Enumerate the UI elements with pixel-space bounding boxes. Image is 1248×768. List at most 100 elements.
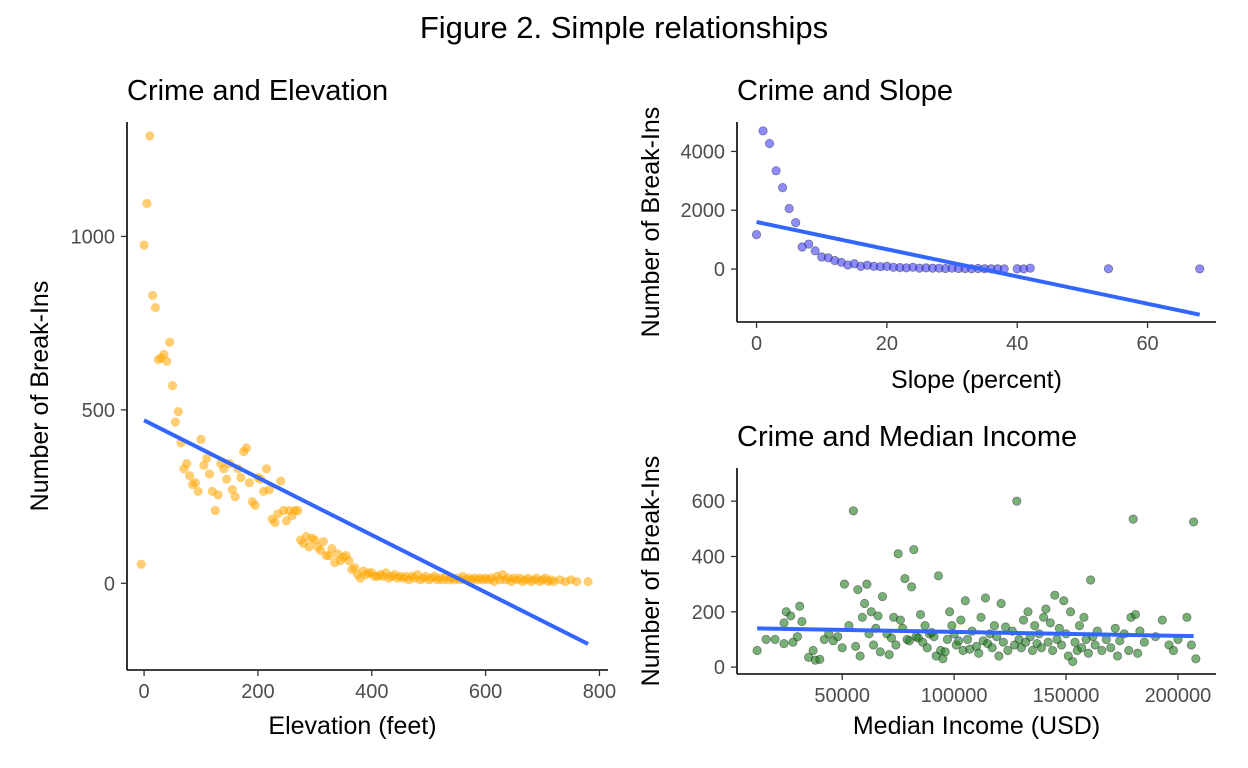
data-point xyxy=(227,485,237,495)
y-axis-label: Number of Break-Ins xyxy=(637,107,665,338)
data-point xyxy=(810,246,820,256)
data-point xyxy=(859,598,870,609)
data-point xyxy=(196,434,206,444)
data-point xyxy=(994,651,1004,661)
data-point xyxy=(1003,645,1013,656)
trend-line xyxy=(143,418,589,646)
y-tick-label: 0 xyxy=(714,259,725,281)
data-point xyxy=(244,478,254,488)
data-point xyxy=(136,559,146,569)
data-point xyxy=(933,571,944,581)
data-point xyxy=(895,615,905,625)
data-point xyxy=(987,643,997,653)
data-point xyxy=(1079,612,1089,622)
data-point xyxy=(583,576,593,587)
data-point xyxy=(1186,640,1196,650)
data-point xyxy=(572,576,582,587)
x-tick-label: 200 xyxy=(241,681,274,703)
data-point xyxy=(350,563,360,573)
data-point xyxy=(210,505,220,516)
figure-title: Figure 2. Simple relationships xyxy=(419,10,829,45)
data-point xyxy=(758,126,768,136)
data-point xyxy=(915,609,926,620)
data-point xyxy=(1074,621,1085,631)
data-point xyxy=(1077,643,1087,653)
x-tick-label: 40 xyxy=(1006,333,1028,355)
data-point xyxy=(945,607,955,617)
y-tick-label: 600 xyxy=(692,491,725,513)
data-point xyxy=(270,517,280,528)
data-point xyxy=(886,633,897,643)
chart-panel-1: Crime and Elevation 0 200 400 600 800 0 500 1000… xyxy=(26,75,616,740)
data-point xyxy=(293,505,303,516)
data-point xyxy=(1139,637,1149,647)
data-point xyxy=(1110,623,1120,633)
y-tick-label: 1000 xyxy=(71,226,116,248)
y-tick-label: 4000 xyxy=(681,141,726,163)
data-point xyxy=(1086,575,1096,585)
data-point xyxy=(960,596,970,606)
data-point xyxy=(1083,648,1094,658)
data-point xyxy=(751,230,762,240)
data-point xyxy=(884,650,894,660)
data-point xyxy=(1191,654,1201,664)
data-point xyxy=(929,632,939,642)
chart-title: Crime and Slope xyxy=(737,75,953,107)
data-point xyxy=(998,637,1008,647)
data-point xyxy=(956,615,966,625)
data-point xyxy=(199,460,209,470)
data-point xyxy=(771,166,781,176)
data-point xyxy=(1157,615,1167,625)
data-point xyxy=(797,616,807,627)
data-point xyxy=(808,645,818,656)
data-point xyxy=(839,579,850,589)
data-point xyxy=(779,638,789,649)
data-point xyxy=(222,474,232,484)
data-point xyxy=(318,537,328,547)
data-point xyxy=(213,490,223,500)
x-axis-label: Median Income (USD) xyxy=(853,712,1100,740)
x-tick-label: 400 xyxy=(355,681,388,703)
data-point xyxy=(1059,596,1069,606)
data-point xyxy=(165,337,175,347)
data-point xyxy=(250,500,260,510)
data-point xyxy=(779,618,789,628)
data-point xyxy=(989,621,1000,631)
data-point xyxy=(778,182,788,193)
data-point xyxy=(1097,645,1107,656)
data-point xyxy=(920,621,930,631)
data-point xyxy=(190,478,200,488)
data-point xyxy=(770,634,780,645)
y-axis-label: Number of Break-Ins xyxy=(26,281,54,512)
data-point xyxy=(752,645,762,656)
data-point xyxy=(853,585,863,595)
data-point xyxy=(786,611,796,621)
data-point xyxy=(875,647,885,657)
data-point xyxy=(1039,612,1049,622)
data-point xyxy=(1112,651,1123,661)
data-point xyxy=(1068,656,1078,667)
data-point xyxy=(202,453,212,464)
data-point xyxy=(974,648,984,658)
data-point xyxy=(848,506,858,516)
data-point xyxy=(193,486,203,496)
data-point xyxy=(344,556,354,566)
data-point xyxy=(976,612,986,622)
x-axis-label: Elevation (feet) xyxy=(268,712,436,740)
data-point xyxy=(1012,496,1022,506)
data-point xyxy=(815,654,825,664)
data-point xyxy=(862,579,872,589)
x-tick-label: 50000 xyxy=(814,685,870,707)
data-point xyxy=(1133,648,1143,658)
data-points xyxy=(751,126,1205,274)
data-point xyxy=(962,634,973,645)
data-point xyxy=(1030,621,1040,631)
data-point xyxy=(1025,263,1035,273)
data-point xyxy=(173,407,183,417)
data-point xyxy=(1048,645,1058,656)
x-tick-label: 600 xyxy=(469,681,502,703)
data-point xyxy=(1018,615,1029,625)
data-point xyxy=(324,550,334,561)
y-axis-label: Number of Break-Ins xyxy=(637,456,665,687)
